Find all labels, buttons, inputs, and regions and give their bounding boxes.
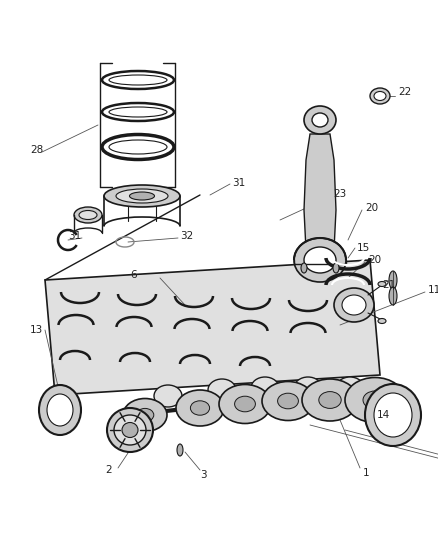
Ellipse shape <box>334 288 374 322</box>
Text: 21: 21 <box>382 280 395 290</box>
Ellipse shape <box>107 408 153 452</box>
Ellipse shape <box>302 379 358 421</box>
Text: 31: 31 <box>68 231 81 241</box>
Text: 11: 11 <box>428 285 438 295</box>
Text: 28: 28 <box>30 145 43 155</box>
Ellipse shape <box>312 113 328 127</box>
Ellipse shape <box>319 392 341 408</box>
Text: 14: 14 <box>377 410 390 420</box>
Ellipse shape <box>191 401 210 415</box>
Text: 3: 3 <box>200 470 207 480</box>
Ellipse shape <box>154 385 182 407</box>
Text: 6: 6 <box>130 270 137 280</box>
Text: 22: 22 <box>398 87 411 97</box>
Ellipse shape <box>130 192 155 200</box>
Text: 32: 32 <box>180 231 193 241</box>
Ellipse shape <box>345 377 405 423</box>
Ellipse shape <box>365 384 421 446</box>
Ellipse shape <box>109 107 167 117</box>
Ellipse shape <box>370 88 390 104</box>
Ellipse shape <box>336 377 364 399</box>
Ellipse shape <box>304 106 336 134</box>
Text: 31: 31 <box>232 178 245 188</box>
Ellipse shape <box>176 390 224 426</box>
Ellipse shape <box>39 385 81 435</box>
Ellipse shape <box>262 382 314 421</box>
Ellipse shape <box>278 393 298 409</box>
Ellipse shape <box>378 319 386 324</box>
Polygon shape <box>304 134 336 250</box>
Ellipse shape <box>104 185 180 207</box>
Ellipse shape <box>294 377 322 399</box>
Text: 2: 2 <box>105 465 112 475</box>
Ellipse shape <box>374 92 386 101</box>
Ellipse shape <box>47 394 73 426</box>
Ellipse shape <box>177 444 183 456</box>
Text: 23: 23 <box>333 189 346 199</box>
Ellipse shape <box>123 399 167 432</box>
Ellipse shape <box>389 271 397 289</box>
Ellipse shape <box>109 75 167 85</box>
Ellipse shape <box>363 391 387 409</box>
Text: 20: 20 <box>365 203 378 213</box>
Ellipse shape <box>136 408 154 422</box>
Polygon shape <box>45 260 380 395</box>
Ellipse shape <box>378 281 386 287</box>
Ellipse shape <box>294 238 346 282</box>
Text: 1: 1 <box>363 468 370 478</box>
Ellipse shape <box>304 247 336 273</box>
Ellipse shape <box>116 189 168 203</box>
Ellipse shape <box>342 295 366 315</box>
Text: 13: 13 <box>30 325 43 335</box>
Ellipse shape <box>114 415 146 445</box>
Ellipse shape <box>374 393 412 437</box>
Ellipse shape <box>74 207 102 223</box>
Ellipse shape <box>219 384 271 424</box>
Ellipse shape <box>235 396 255 412</box>
Ellipse shape <box>301 263 307 273</box>
Ellipse shape <box>251 377 279 399</box>
Ellipse shape <box>389 287 397 305</box>
Ellipse shape <box>109 140 167 154</box>
Ellipse shape <box>333 263 339 273</box>
Text: 20: 20 <box>368 255 381 265</box>
Ellipse shape <box>208 379 236 401</box>
Text: 15: 15 <box>357 243 370 253</box>
Ellipse shape <box>122 423 138 438</box>
Ellipse shape <box>79 211 97 220</box>
